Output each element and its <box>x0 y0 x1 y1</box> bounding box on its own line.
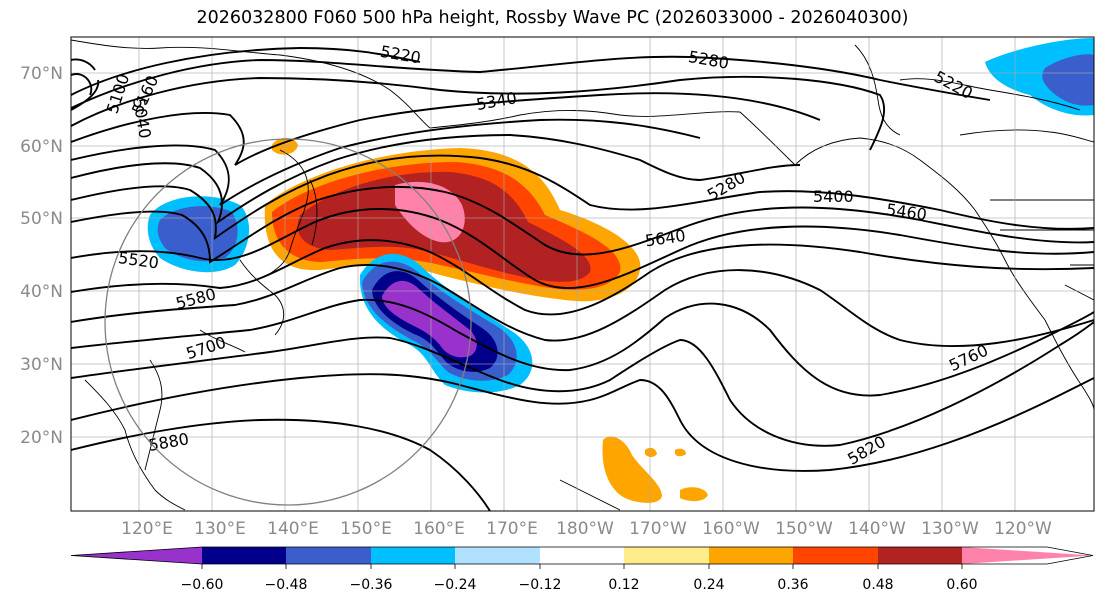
lat-label: 30°N <box>20 355 63 375</box>
lat-label: 20°N <box>20 428 63 448</box>
height-contours <box>71 47 1094 511</box>
map-area: 5220 5280 5220 5040 5100 5160 5340 5280 … <box>71 37 1094 511</box>
lon-label: 170°E <box>486 519 538 539</box>
map-border <box>70 36 1095 512</box>
lat-label: 60°N <box>20 137 63 157</box>
lat-label: 50°N <box>20 209 63 229</box>
latitude-labels: 70°N 60°N 50°N 40°N 30°N 20°N <box>20 64 63 448</box>
contour-label: 5400 <box>813 187 854 206</box>
colorbar-tick-label: −0.60 <box>181 577 224 593</box>
colorbar-segment <box>793 547 878 564</box>
lon-label: 160°W <box>702 519 760 539</box>
contour-label: 5220 <box>379 42 422 68</box>
lon-label: 150°W <box>775 519 833 539</box>
colorbar-segment <box>71 547 202 564</box>
contour-label: 5280 <box>704 168 749 205</box>
positive-anomaly-tropic <box>602 436 662 503</box>
colorbar-segment <box>371 547 455 564</box>
colorbar-segment <box>878 547 962 564</box>
colorbar-segment <box>709 547 793 564</box>
colorbar-tick-label: 0.12 <box>608 577 639 593</box>
reference-circle <box>104 138 472 506</box>
positive-anomaly-core <box>395 181 465 243</box>
colorbar-segment <box>540 547 624 564</box>
colorbar-segment <box>455 547 540 564</box>
lon-label: 120°E <box>121 519 173 539</box>
contour-label: 5580 <box>174 284 218 313</box>
lon-label: 140°W <box>848 519 906 539</box>
contour-label: 5280 <box>687 47 730 73</box>
lat-label: 70°N <box>20 64 63 84</box>
colorbar-tick-label: −0.12 <box>519 577 562 593</box>
lon-label: 170°W <box>629 519 687 539</box>
colorbar <box>70 546 1094 569</box>
colorbar-tick-label: 0.60 <box>946 577 977 593</box>
anomaly-shading <box>147 38 1094 503</box>
colorbar-segment <box>286 547 371 564</box>
colorbar-segment <box>962 547 1093 564</box>
gridlines <box>71 37 1094 511</box>
colorbar-tick-label: −0.36 <box>350 577 393 593</box>
colorbar-tick-label: 0.24 <box>693 577 724 593</box>
contour-label: 5220 <box>931 67 976 103</box>
colorbar-segment <box>202 547 286 564</box>
lon-label: 130°W <box>921 519 979 539</box>
coastlines <box>71 39 1094 511</box>
longitude-labels: 120°E 130°E 140°E 150°E 160°E 170°E 180°… <box>121 519 1052 539</box>
colorbar-tick-label: −0.48 <box>265 577 308 593</box>
lon-label: 130°E <box>194 519 246 539</box>
lon-label: 160°E <box>413 519 465 539</box>
colorbar-tick-labels: −0.60 −0.48 −0.36 −0.24 −0.12 0.12 0.24 … <box>181 577 978 593</box>
lat-label: 40°N <box>20 282 63 302</box>
contour-label: 5880 <box>147 429 190 455</box>
contour-label: 5460 <box>885 200 928 224</box>
lon-label: 150°E <box>340 519 392 539</box>
colorbar-tick-label: 0.48 <box>862 577 893 593</box>
colorbar-tick-label: 0.36 <box>777 577 808 593</box>
lon-label: 180°W <box>556 519 614 539</box>
colorbar-segment <box>624 547 709 564</box>
colorbar-tick-label: −0.24 <box>434 577 477 593</box>
lon-label: 120°W <box>994 519 1052 539</box>
lon-label: 140°E <box>267 519 319 539</box>
contour-label: 5160 <box>128 72 162 117</box>
page-title: 2026032800 F060 500 hPa height, Rossby W… <box>196 8 909 28</box>
